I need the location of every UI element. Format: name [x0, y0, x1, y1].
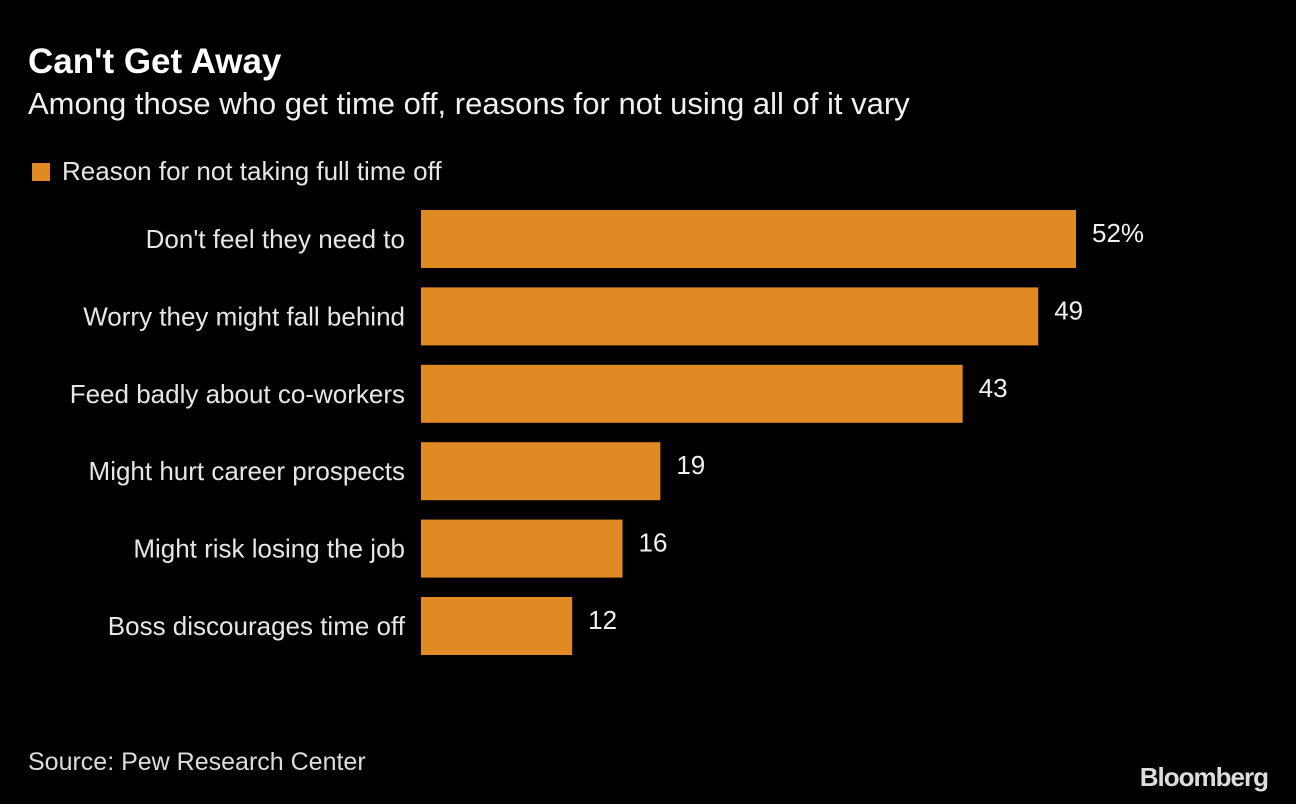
category-label: Might risk losing the job — [133, 534, 405, 564]
category-label: Might hurt career prospects — [89, 456, 405, 486]
value-label: 19 — [676, 450, 705, 480]
legend: Reason for not taking full time off — [32, 156, 442, 187]
category-label: Boss discourages time off — [108, 611, 406, 641]
category-label: Don't feel they need to — [146, 224, 405, 254]
bar — [421, 287, 1039, 346]
category-label: Worry they might fall behind — [83, 301, 405, 331]
legend-swatch — [32, 162, 50, 181]
value-label: 49 — [1054, 295, 1083, 325]
value-label: 12 — [588, 605, 617, 635]
chart-title: Can't Get Away — [28, 42, 282, 81]
chart-subtitle: Among those who get time off, reasons fo… — [28, 86, 910, 121]
bloomberg-logo: Bloomberg — [1139, 762, 1269, 792]
value-label: 52% — [1092, 218, 1144, 248]
bar — [421, 210, 1076, 268]
category-label: Feed badly about co-workers — [70, 379, 405, 409]
source-note: Source: Pew Research Center — [28, 748, 366, 776]
value-label: 16 — [639, 528, 668, 558]
bar — [421, 364, 963, 423]
legend-label: Reason for not taking full time off — [62, 156, 442, 186]
value-label: 43 — [979, 373, 1008, 403]
bar — [421, 519, 623, 578]
bar — [421, 442, 661, 501]
bar — [421, 597, 573, 655]
